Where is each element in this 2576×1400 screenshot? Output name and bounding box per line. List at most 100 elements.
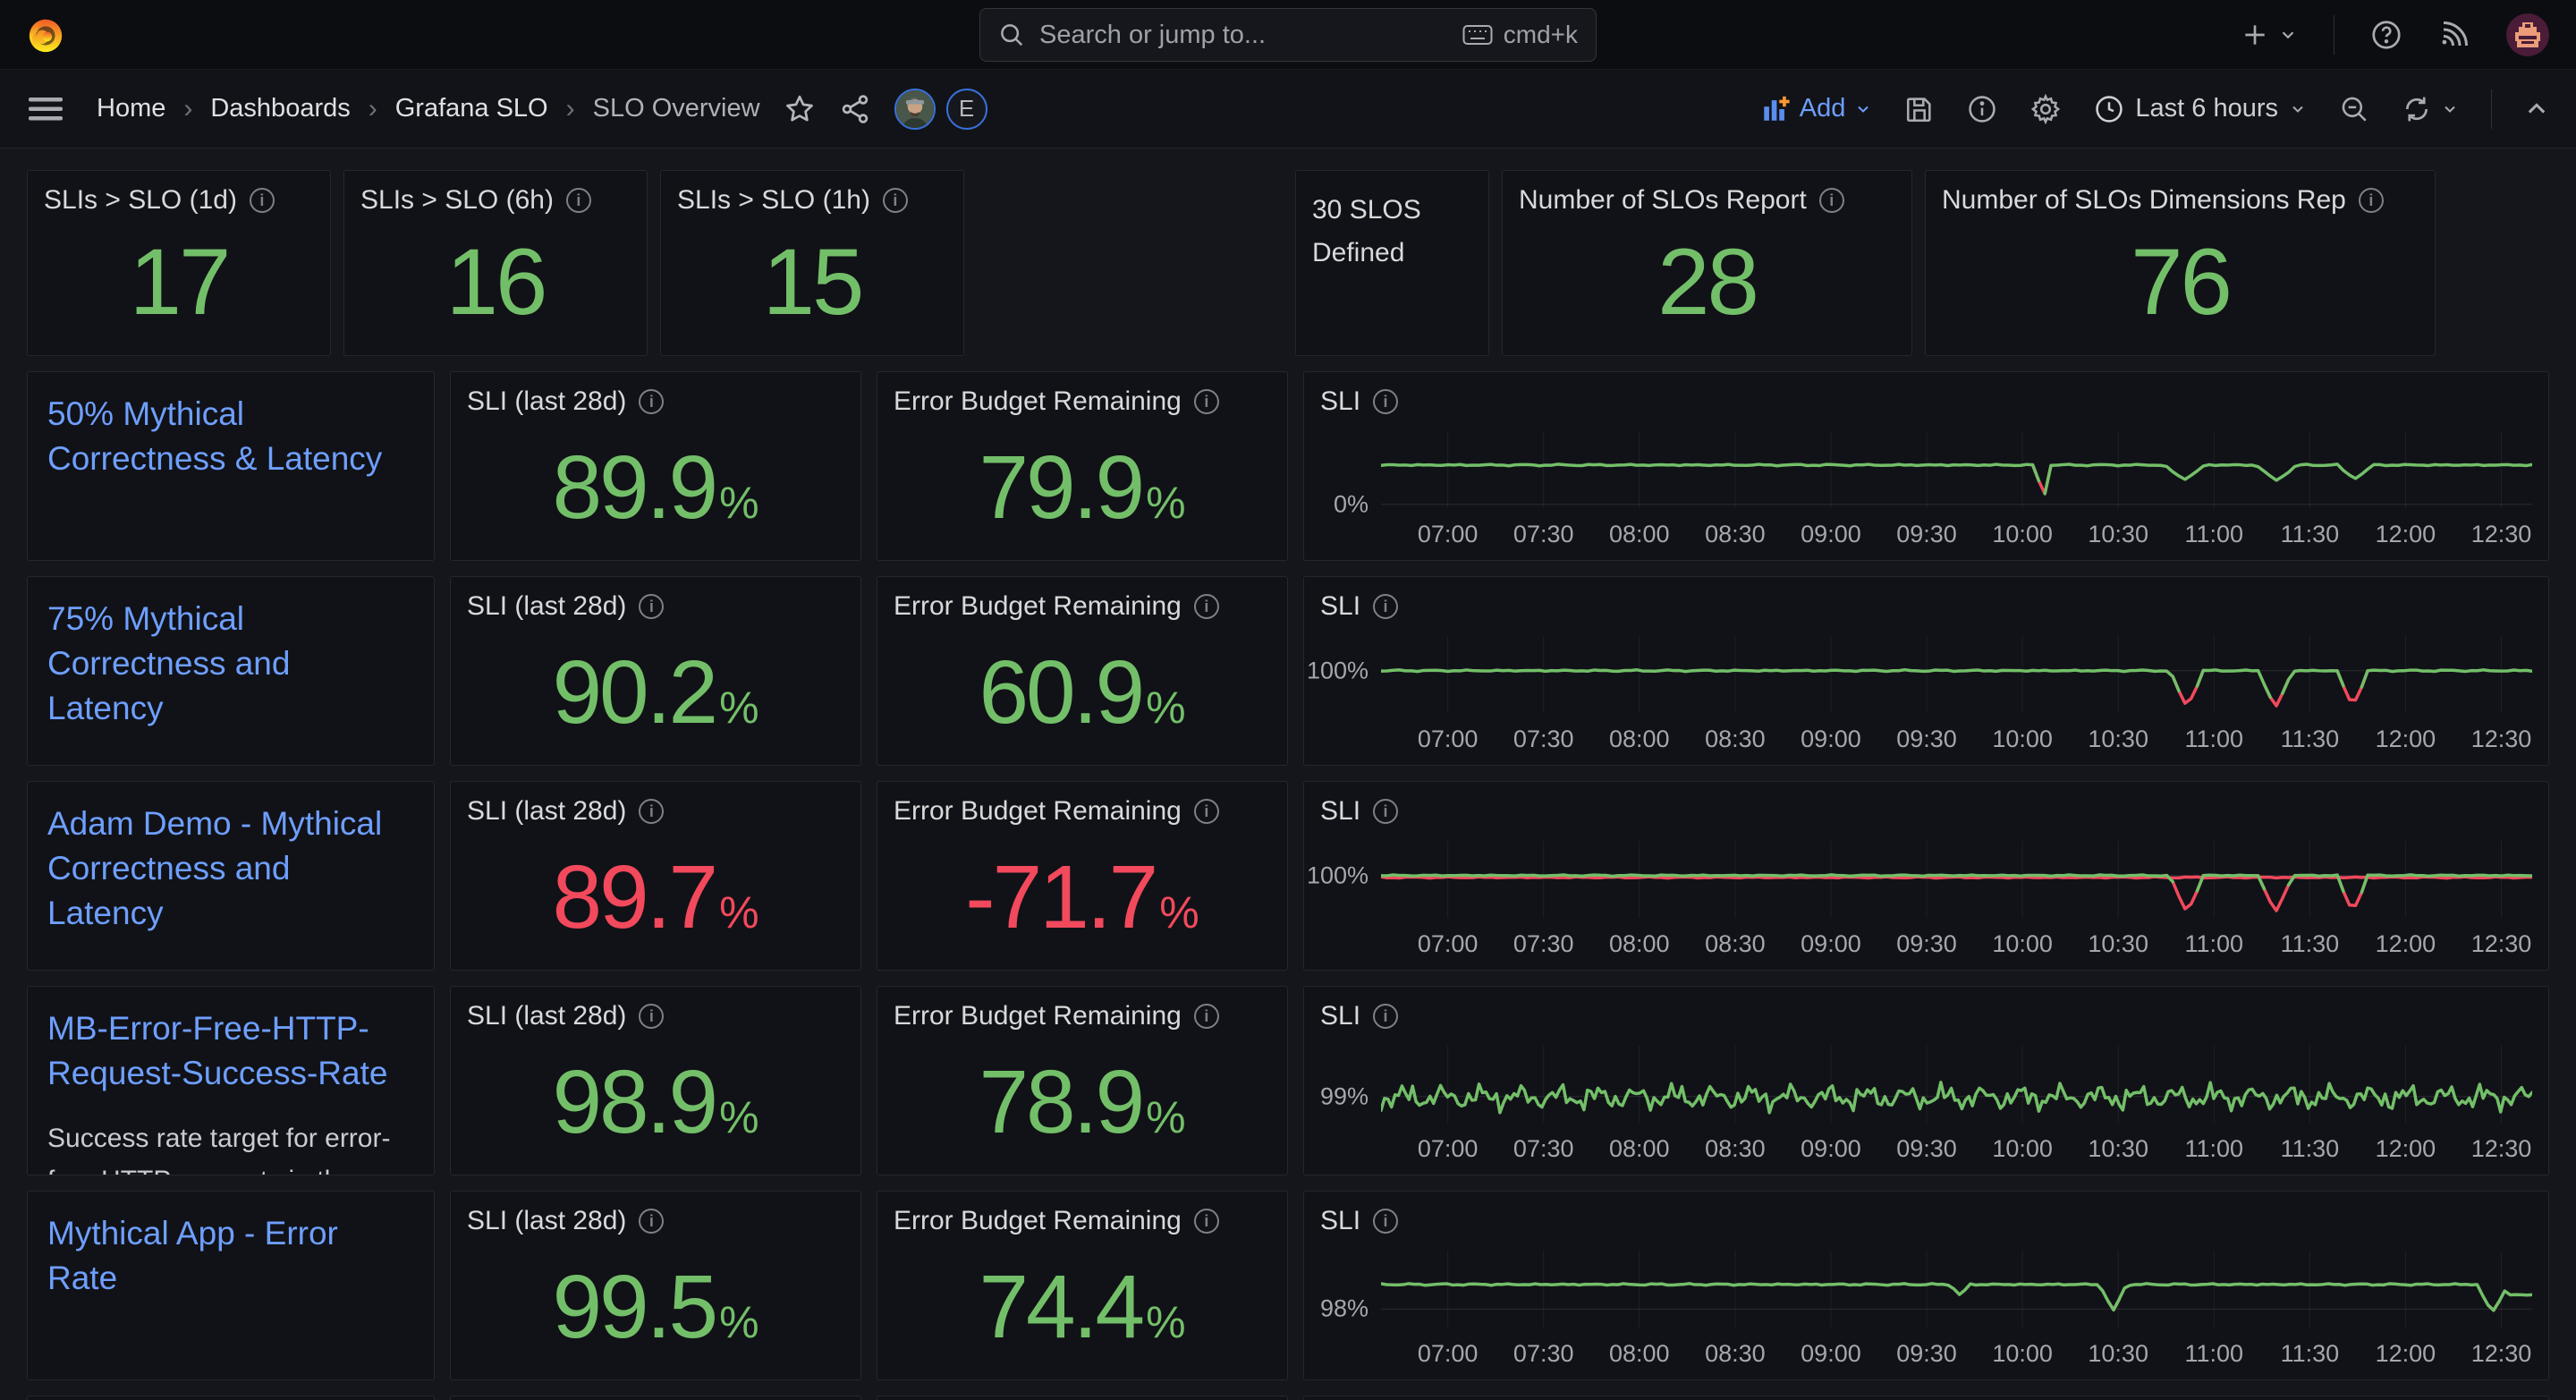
menu-icon[interactable] (27, 94, 64, 124)
panel-title: Error Budget Remaining (894, 1206, 1182, 1235)
x-axis-tick: 09:30 (1896, 1135, 1957, 1162)
panel-title: SLIs > SLO (1h) (677, 185, 870, 215)
info-icon[interactable]: i (1373, 1209, 1399, 1234)
info-icon[interactable]: i (1373, 799, 1399, 824)
refresh-icon[interactable] (2402, 94, 2459, 124)
viewer-avatar-photo[interactable] (894, 88, 936, 130)
time-series-plot[interactable]: 98% (1320, 1251, 2532, 1328)
x-axis-tick: 11:00 (2184, 1340, 2244, 1367)
save-dashboard-icon[interactable] (1904, 94, 1935, 124)
time-series-plot[interactable]: 100% (1307, 841, 2532, 918)
panel-top-edge (877, 1396, 1288, 1400)
error-budget-panel: Error Budget Remaining i 78.9 % (877, 986, 1288, 1175)
panel-title: Error Budget Remaining (894, 1001, 1182, 1031)
info-icon[interactable]: i (1193, 799, 1219, 824)
viewer-avatar-letter[interactable]: E (945, 88, 987, 130)
info-icon[interactable]: i (565, 188, 591, 213)
share-icon[interactable] (839, 93, 871, 125)
x-axis-tick: 11:30 (2280, 930, 2340, 957)
info-icon[interactable]: i (639, 1209, 665, 1234)
breadcrumb-separator: › (368, 93, 377, 123)
y-axis-tick-label: 0% (1333, 490, 1368, 518)
star-icon[interactable] (784, 93, 816, 125)
panel-title: Error Budget Remaining (894, 796, 1182, 826)
sli-stat-panel: SLI (last 28d) i 90.2 % (450, 576, 861, 766)
info-icon[interactable]: i (2358, 188, 2384, 213)
avatar-letter-text: E (958, 95, 975, 122)
info-icon[interactable]: i (639, 389, 665, 414)
x-axis-tick: 11:00 (2184, 1135, 2244, 1162)
info-icon[interactable]: i (1193, 1004, 1219, 1029)
y-axis-tick-label: 98% (1319, 1294, 1368, 1322)
search-input[interactable]: Search or jump to... cmd+k (979, 8, 1597, 62)
x-axis-tick: 08:30 (1705, 1340, 1766, 1367)
breadcrumb-separator: › (565, 93, 575, 123)
info-icon[interactable]: i (249, 188, 275, 213)
divider (2491, 89, 2492, 129)
time-series-plot[interactable]: 100% (1307, 636, 2532, 713)
panel-title: SLIs > SLO (1d) (44, 185, 237, 215)
x-axis-tick: 08:00 (1609, 725, 1670, 752)
sli-chart-panel: SLI i 100% 07:00 07:30 08:00 08:30 09:00 09:3… (1303, 781, 2549, 971)
slo-link[interactable]: Mythical App - Error Rate (47, 1215, 338, 1296)
info-icon[interactable]: i (882, 188, 908, 213)
info-icon[interactable]: i (639, 594, 665, 619)
x-axis-tick: 09:00 (1801, 725, 1861, 752)
breadcrumb-home[interactable]: Home (97, 94, 166, 123)
breadcrumb-dashboards[interactable]: Dashboards (210, 94, 351, 123)
help-icon[interactable] (2370, 19, 2402, 51)
stat-value: 15 (762, 230, 865, 335)
x-axis-tick: 07:00 (1417, 521, 1479, 547)
new-item-button[interactable] (2241, 21, 2298, 49)
time-range-picker[interactable]: Last 6 hours (2094, 94, 2307, 124)
x-axis-tick: 10:00 (1992, 521, 2053, 547)
x-axis-tick: 12:30 (2470, 521, 2532, 547)
info-icon[interactable]: i (1373, 389, 1399, 414)
panel-title: Number of SLOs Report (1519, 185, 1807, 215)
time-range-label: Last 6 hours (2135, 94, 2278, 123)
grafana-logo[interactable] (25, 14, 66, 55)
x-axis-tick: 12:00 (2375, 930, 2436, 957)
breadcrumb-slo-overview[interactable]: SLO Overview (592, 94, 760, 123)
percent-suffix: % (719, 1092, 759, 1142)
slo-link[interactable]: 50% Mythical Correctness & Latency (47, 395, 383, 477)
time-series-plot[interactable]: 99% (1320, 1046, 2532, 1123)
sli-chart-panel: SLI i 99% 07:00 07:30 08:00 08:30 09:00 09:30… (1303, 986, 2549, 1175)
info-icon[interactable]: i (1193, 1209, 1219, 1234)
user-avatar[interactable] (2506, 13, 2549, 56)
slo-row: Adam Demo - Mythical Correctness and Lat… (27, 781, 2549, 971)
slo-rows-container: 50% Mythical Correctness & Latency SLI (… (27, 371, 2549, 1400)
add-panel-button[interactable]: Add (1760, 94, 1873, 124)
slo-link[interactable]: Adam Demo - Mythical Correctness and Lat… (47, 805, 383, 931)
error-budget-value: 79.9 (979, 437, 1145, 538)
chevron-down-icon (2292, 106, 2303, 113)
breadcrumb-grafana-slo[interactable]: Grafana SLO (394, 94, 548, 123)
info-icon[interactable]: i (1193, 594, 1219, 619)
search-icon (998, 21, 1025, 48)
sli-value: 89.7 (552, 846, 718, 947)
percent-suffix: % (1146, 1092, 1186, 1142)
time-series-plot[interactable]: 0% (1334, 431, 2532, 517)
slo-link[interactable]: MB-Error-Free-HTTP-Request-Success-Rate (47, 1010, 388, 1091)
x-axis-tick: 09:30 (1896, 1340, 1957, 1367)
info-icon[interactable]: i (1193, 389, 1219, 414)
x-axis-tick: 08:30 (1705, 1135, 1766, 1162)
news-icon[interactable] (2438, 19, 2470, 51)
info-icon[interactable]: i (1373, 1004, 1399, 1029)
info-icon[interactable]: i (639, 1004, 665, 1029)
error-budget-panel: Error Budget Remaining i 60.9 % (877, 576, 1288, 766)
slo-link[interactable]: 75% Mythical Correctness and Latency (47, 600, 291, 726)
stat-panel-slis-1h: SLIs > SLO (1h) i 15 (660, 170, 964, 356)
info-icon[interactable]: i (639, 799, 665, 824)
sli-value: 89.9 (552, 437, 718, 538)
collapse-toolbar-icon[interactable] (2524, 97, 2549, 122)
x-axis-tick: 10:30 (2088, 930, 2148, 957)
zoom-out-icon[interactable] (2339, 94, 2369, 124)
error-budget-value: 74.4 (979, 1256, 1145, 1357)
info-icon[interactable]: i (1373, 594, 1399, 619)
dashboard-canvas: SLIs > SLO (1d) i 17 SLIs > SLO (6h) i 1… (0, 148, 2576, 1400)
dashboard-info-icon[interactable] (1967, 94, 1997, 124)
settings-gear-icon[interactable] (2029, 93, 2062, 125)
x-axis-tick: 07:00 (1417, 725, 1479, 752)
info-icon[interactable]: i (1818, 188, 1844, 213)
